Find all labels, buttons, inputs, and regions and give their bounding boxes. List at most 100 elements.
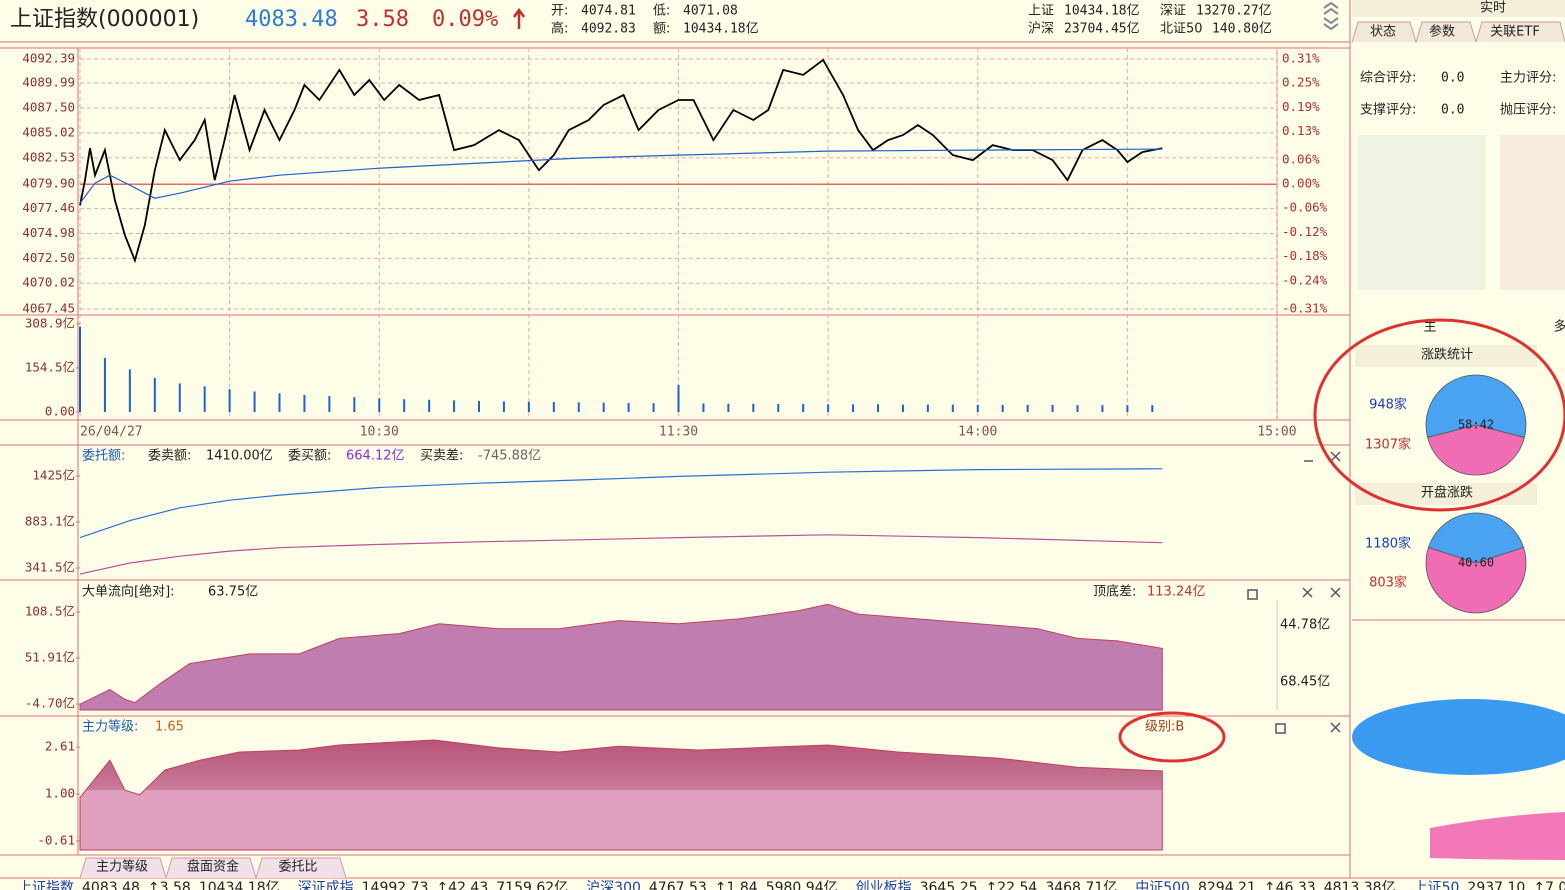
bar [502, 401, 505, 412]
score-label: 抛压评分: [1500, 103, 1556, 118]
bar [278, 393, 281, 412]
score-bar-bg [1358, 135, 1486, 290]
panel-value: 63.75亿 [208, 585, 258, 600]
bar [353, 397, 356, 412]
bar [652, 403, 655, 412]
tab-top[interactable]: 实时 [1480, 1, 1506, 16]
bottom-tab[interactable]: 盘面资金 [187, 859, 239, 875]
y2-tick-label: -0.31% [1282, 301, 1328, 316]
bottom-tab[interactable]: 委托比 [278, 860, 317, 875]
low: 4071.08 [683, 4, 738, 19]
pies: 58:42 40:60 [1425, 374, 1527, 614]
y-tick-label: 108.5亿 [25, 604, 75, 619]
ticker-item: ↑3.58 [148, 880, 191, 890]
column-label: 多 [1553, 319, 1565, 335]
panel-value: 1410.00亿 [206, 449, 273, 464]
bar [378, 398, 381, 412]
y-tick-label: 154.5亿 [25, 359, 75, 374]
stat-down: 1307家 [1365, 437, 1411, 453]
scroll-icon[interactable] [1323, 1, 1339, 31]
area [79, 739, 1163, 851]
pie-ratio: 40:60 [1458, 556, 1494, 570]
line [79, 534, 1163, 575]
plots: 26/04/27 10:30 11:30 14:00 15:00 4092.39 4089.… [22, 48, 1328, 851]
line [79, 468, 1163, 539]
y-tick-label: 308.9亿 [25, 316, 75, 331]
sidebar: 实时 状态 参数 关联ETF 综合评分: 0.0 主力评分: 支撑评分: 0.0… [1313, 0, 1565, 860]
bar [552, 402, 555, 412]
y2-tick-label: 0.00% [1282, 176, 1320, 191]
y2-tick-label: 0.13% [1282, 123, 1320, 138]
y-tick-label: 4074.98 [22, 225, 75, 240]
bar [453, 400, 456, 412]
column-label: 主 [1423, 320, 1436, 335]
change-pct: 0.09% [432, 7, 498, 32]
bar [428, 399, 431, 412]
bar [827, 404, 830, 412]
sidebar-tab[interactable]: 关联ETF [1490, 25, 1540, 40]
bar [79, 326, 81, 412]
pie-slice [1425, 374, 1527, 438]
panel-label: 委买额: [288, 449, 331, 464]
ticker-item: 4813.38亿 [1324, 880, 1396, 890]
bar [153, 377, 156, 412]
score-value: 0.0 [1441, 71, 1464, 86]
open-label: 开: [551, 4, 568, 19]
stock-name: 上证指数(000001) [10, 7, 199, 32]
y-tick-label: 4092.39 [22, 51, 75, 66]
ticker-item: ↑42.43 [436, 880, 488, 890]
y-tick-label: 51.91亿 [25, 649, 75, 664]
amount: 10434.18亿 [683, 22, 759, 37]
sidebar-tab[interactable]: 参数 [1429, 24, 1455, 40]
panel-title: 大单流向[绝对]: [82, 584, 175, 600]
amount-label: 额: [653, 22, 670, 37]
y-tick-label: 1.00 [45, 786, 75, 801]
stat-up: 948家 [1369, 397, 1407, 413]
sidebar-tab[interactable]: 状态 [1370, 25, 1396, 40]
annotation-circle [1313, 318, 1565, 512]
y-tick-label: 4085.02 [22, 124, 75, 139]
panel-title: 委托额: [82, 449, 125, 464]
high-label: 高: [551, 21, 568, 37]
bar [727, 403, 730, 412]
y-tick-label: 4079.90 [22, 176, 75, 191]
x-tick-label: 15:00 [1257, 425, 1296, 440]
x-tick-label: 26/04/27 [80, 425, 143, 440]
panel-label: 委卖额: [148, 449, 191, 464]
bar [527, 401, 530, 412]
ticker-item: ↑22.54 [986, 880, 1038, 890]
bar [577, 402, 580, 412]
panel-value: -745.88亿 [478, 449, 541, 464]
y2-tick-label: -0.06% [1282, 200, 1328, 215]
bar [852, 404, 855, 412]
bar [602, 402, 605, 412]
y-tick-label: 4082.53 [22, 149, 75, 164]
ticker: 上证指数 4083.48 ↑3.58 10434.18亿 深证成指 14992.73 ↑42… [18, 880, 1565, 890]
ticker-item: ↑46.33 [1264, 880, 1316, 890]
hs: 23704.45亿 [1064, 22, 1140, 37]
decoration [1352, 699, 1565, 775]
ticker-item: 2937.10 [1467, 880, 1525, 890]
ticker-item: 中证500 [1135, 880, 1190, 890]
y-tick-label: 341.5亿 [25, 559, 75, 574]
y-tick-label: 4077.46 [22, 200, 75, 215]
ticker-item: 4083.48 [82, 880, 140, 890]
y2-tick-label: 0.06% [1282, 151, 1320, 166]
panel-headers: 委托额: 委卖额: 1410.00亿 委买额: 664.12亿 买卖差: -74… [82, 449, 1330, 735]
bz-label: 北证50 [1160, 22, 1203, 37]
bar [1051, 404, 1054, 412]
ticker-item: 3468.71亿 [1045, 880, 1117, 890]
y2-tick-label: -0.24% [1282, 272, 1328, 287]
change: 3.58 [356, 7, 409, 32]
ticker-item: 深证成指 [298, 880, 354, 890]
y2-tick-label: -0.18% [1282, 248, 1328, 263]
y-tick-label: 2.61 [45, 739, 75, 754]
bottom-tab[interactable]: 主力等级 [96, 859, 148, 875]
ticker-item: 14992.73 [362, 880, 429, 890]
area [79, 603, 1163, 711]
line [79, 148, 1163, 204]
bar [877, 404, 879, 412]
ticker-item: 5980.94亿 [766, 880, 838, 890]
panel-value: 1.65 [155, 720, 184, 735]
